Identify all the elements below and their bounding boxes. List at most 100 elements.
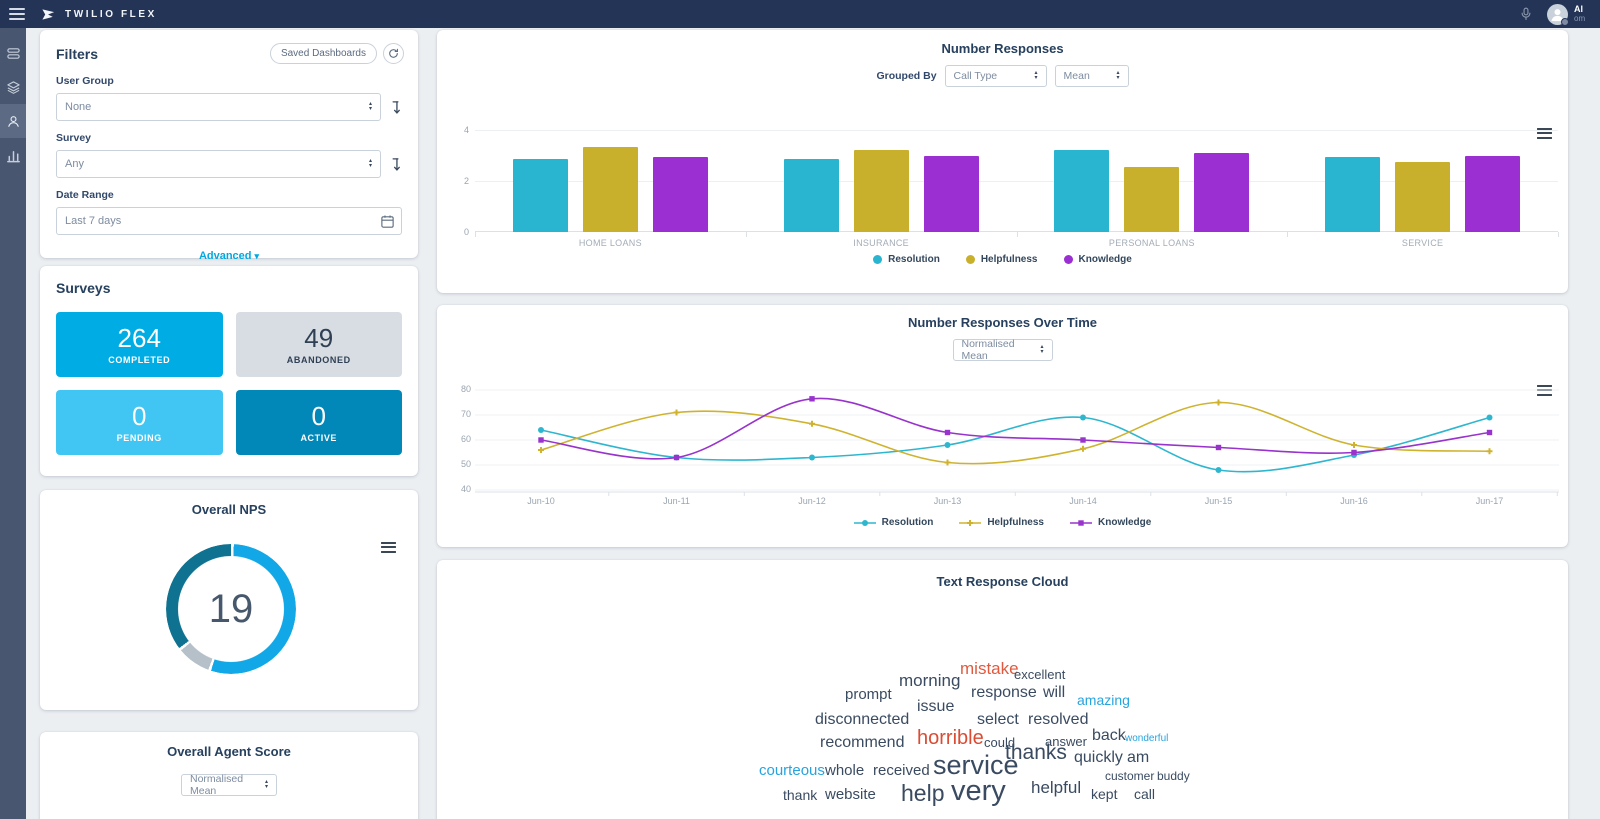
date-range-value: Last 7 days [65,215,122,227]
cloud-word[interactable]: website [825,786,876,803]
bar-helpfulness[interactable] [1395,161,1451,232]
bar-knowledge[interactable] [923,155,979,232]
cloud-word[interactable]: resolved [1028,711,1089,728]
survey-select[interactable]: Any ▴ ▾ [56,150,381,178]
line-aggregate-value: Normalised Mean [961,338,1015,362]
cloud-word[interactable]: prompt [845,686,892,703]
survey-stat-tile[interactable]: 49 ABANDONED [235,312,402,377]
refresh-button[interactable] [383,43,404,64]
legend-item-resolution[interactable]: Resolution [873,254,940,265]
user-group-value: None [65,101,92,113]
survey-stat-tile[interactable]: 0 ACTIVE [235,390,402,455]
line-legend: Resolution Helpfulness Knowledge [437,517,1568,528]
bar-resolution[interactable] [512,159,568,232]
cloud-word[interactable]: help [901,780,945,806]
line-plot[interactable]: Jun-10 Jun-11 Jun-12 Jun-13 Jun-14 Jun-15 Jun-… [475,385,1559,509]
legend-item-knowledge[interactable]: Knowledge [1070,517,1151,528]
avatar[interactable] [1547,3,1569,26]
sidebar-item-teams[interactable] [0,70,26,104]
cloud-word[interactable]: thank [783,787,818,803]
calendar-button[interactable] [380,214,395,229]
line-axis-tick: 40 [460,484,471,494]
cloud-word[interactable]: buddy [1157,769,1190,783]
cloud-word[interactable]: call [1134,786,1156,802]
line-axis-tick: 80 [460,384,471,394]
cloud-word[interactable]: quickly [1074,749,1123,766]
text-response-cloud-card: Text Response Cloud mistake excellent morn… [437,560,1568,819]
bar-category-label: HOME LOANS [578,238,642,249]
bar-knowledge[interactable] [1465,155,1521,232]
cloud-word[interactable]: response [971,684,1037,701]
cloud-word[interactable]: select [977,711,1019,728]
cloud-word[interactable]: could [984,735,1016,750]
cloud-word[interactable]: very [951,775,1006,807]
bar-category-label: INSURANCE [853,238,909,249]
cloud-word[interactable]: horrible [917,727,984,749]
surveys-title: Surveys [56,280,111,296]
sort-order-icon[interactable] [390,157,402,172]
line-aggregate-select[interactable]: Normalised Mean ▴ ▾ [952,338,1053,362]
cloud-word[interactable]: excellent [1014,667,1066,682]
svg-text:Jun-16: Jun-16 [1340,496,1368,506]
cloud-word[interactable]: customer [1105,769,1155,783]
nps-title: Overall NPS [191,502,267,517]
bar-resolution[interactable] [1054,150,1110,232]
cloud-word[interactable]: morning [899,671,961,690]
cloud-word[interactable]: recommend [820,734,905,751]
bar-helpfulness[interactable] [582,146,638,232]
cloud-word[interactable]: service [933,750,1019,780]
agent-score-aggregate-select[interactable]: Normalised Mean ▴ ▾ [181,773,277,797]
legend-item-helpfulness[interactable]: Helpfulness [959,517,1044,528]
survey-label: Survey [56,132,92,144]
cloud-word[interactable]: am [1127,749,1150,766]
chart-menu-icon[interactable] [381,542,396,555]
caret-down-icon: ▾ [254,251,260,261]
legend-item-helpfulness[interactable]: Helpfulness [965,254,1038,265]
bar-group: SERVICE [1287,130,1558,248]
bar-axis-tick: 4 [463,125,469,135]
aggregate-select[interactable]: Mean ▴ ▾ [1054,65,1129,87]
cloud-word[interactable]: received [873,762,930,779]
chart-menu-icon[interactable] [1537,128,1552,141]
legend-item-knowledge[interactable]: Knowledge [1063,254,1132,265]
survey-tiles: 264 COMPLETED 49 ABANDONED 0 PENDING 0 ACTIVE [40,312,418,455]
user-group-select[interactable]: None ▴ ▾ [56,93,381,121]
cloud-word[interactable]: will [1043,684,1066,701]
microphone-icon[interactable] [1519,6,1533,22]
svg-text:Jun-11: Jun-11 [663,496,690,506]
legend-item-resolution[interactable]: Resolution [853,517,933,528]
survey-stat-tile[interactable]: 264 COMPLETED [56,312,223,377]
sidebar-item-analytics[interactable] [0,138,26,172]
line-chart-title: Number Responses Over Time [907,315,1098,330]
menu-toggle-icon[interactable] [9,8,25,20]
saved-dashboards-button[interactable]: Saved Dashboards [269,43,377,64]
cloud-word[interactable]: mistake [960,659,1019,678]
cloud-word[interactable]: kept [1091,786,1118,802]
user-status: om [1574,14,1586,23]
sidebar-item-queues[interactable] [0,36,26,70]
cloud-word[interactable]: disconnected [815,711,910,728]
cloud-word[interactable]: back [1092,727,1126,744]
bar-knowledge[interactable] [1194,152,1250,232]
cloud-word[interactable]: courteous [759,762,825,779]
cloud-word[interactable]: amazing [1077,692,1130,708]
bar-resolution[interactable] [1325,156,1381,232]
date-range-input[interactable]: Last 7 days [56,207,402,235]
advanced-toggle[interactable]: Advanced ▾ [40,250,418,262]
bar-resolution[interactable] [783,159,839,232]
bar-knowledge[interactable] [652,156,708,232]
bar-helpfulness[interactable] [1124,166,1180,232]
nps-donut[interactable] [166,544,296,674]
line-series-knowledge [540,397,1490,460]
survey-stat-tile[interactable]: 0 PENDING [56,390,223,455]
sort-order-icon[interactable] [390,100,402,115]
cloud-word[interactable]: wonderful [1125,733,1169,744]
cloud-word[interactable]: whole [825,762,865,779]
sidebar-item-assessments[interactable] [0,104,26,138]
bar-helpfulness[interactable] [853,150,909,232]
cloud-word[interactable]: issue [917,698,955,715]
cloud-word[interactable]: helpful [1031,778,1082,797]
cloud-word[interactable]: thanks [1005,741,1067,764]
group-by-select[interactable]: Call Type ▴ ▾ [944,65,1047,87]
cloud-word[interactable]: answer [1045,734,1087,749]
